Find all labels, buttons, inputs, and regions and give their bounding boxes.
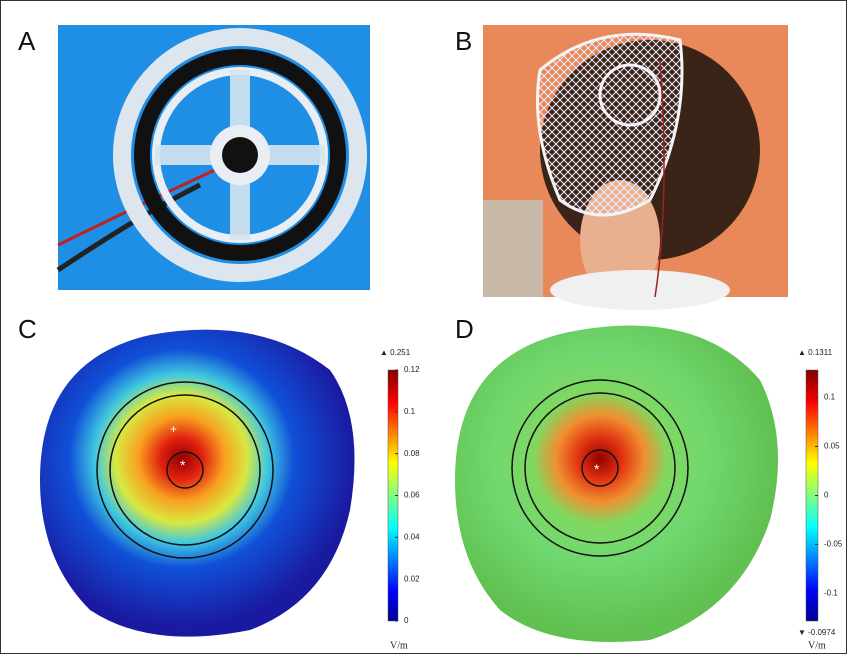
colorbar-tick-label: -0.05 <box>824 540 843 549</box>
colorbar-tick-label: 0 <box>404 616 409 625</box>
colorbar-tick-label: 0 <box>824 491 829 500</box>
brain-model-c: * + <box>40 330 355 637</box>
colorbar-unit: V/m <box>390 640 408 651</box>
colorbar-tick-label: -0.1 <box>824 589 838 598</box>
colorbar-tick-label: 0.1 <box>824 393 836 402</box>
colorbar-tick-label: 0.02 <box>404 574 420 583</box>
colorbar-tick-label: 0.06 <box>404 491 420 500</box>
colorbar-tick-label: 0.05 <box>824 442 840 451</box>
photo-head <box>483 25 788 310</box>
svg-text:*: * <box>594 461 600 477</box>
panel-label: D <box>455 314 474 344</box>
colorbar-min: ▼ -0.0974 <box>798 628 836 637</box>
colorbar-max: ▲ 0.1311 <box>798 348 833 357</box>
colorbar-tick-label: 0.08 <box>404 449 420 458</box>
panel-label: A <box>18 26 36 56</box>
panel-label: C <box>18 314 37 344</box>
colorbar-max: ▲ 0.251 <box>380 348 411 357</box>
svg-text:*: * <box>180 457 186 473</box>
svg-text:+: + <box>170 422 177 436</box>
figure: * + * A B C ▲ 0.251 V/m 0.12 0.1 0.08 0.06 0.04 0.… <box>0 0 847 654</box>
colorbar-tick-label: 0.04 <box>404 532 420 541</box>
colorbar-unit: V/m <box>808 640 826 651</box>
colorbar-tick-label: 0.1 <box>404 407 416 416</box>
photo-electrode <box>58 25 370 290</box>
colorbar-tick-label: 0.12 <box>404 365 420 374</box>
panel-label: B <box>455 26 472 56</box>
